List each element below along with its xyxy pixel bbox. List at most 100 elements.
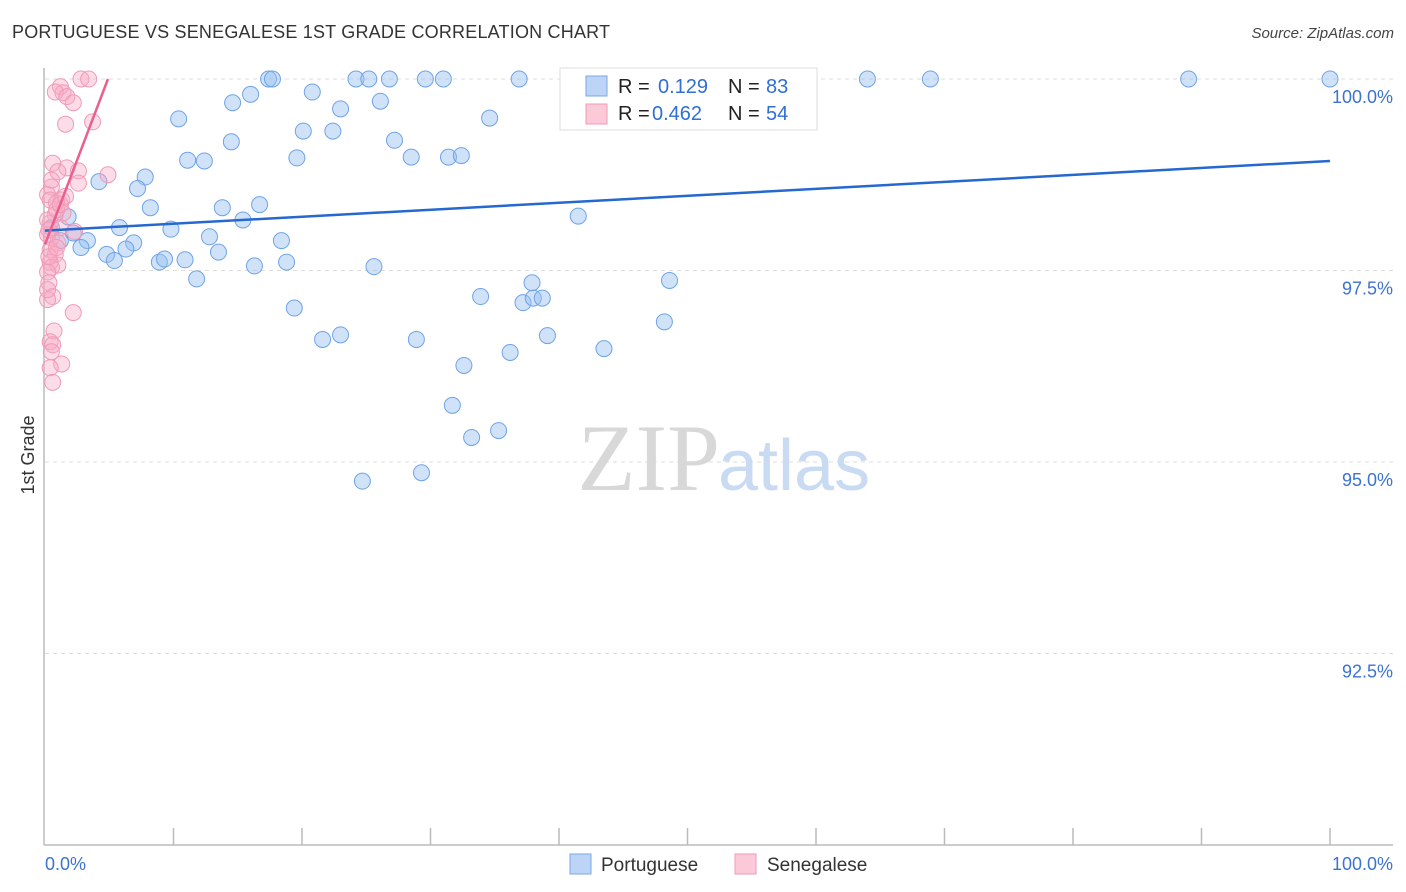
y-tick-label: 97.5% (1342, 279, 1393, 299)
portuguese-point (78, 232, 96, 250)
portuguese-point (524, 289, 542, 307)
portuguese-point (347, 70, 365, 88)
legend-n-label: N = (728, 76, 760, 98)
senegalese-point (45, 322, 63, 340)
legend-n-senegalese: 54 (766, 103, 788, 125)
senegalese-point (69, 174, 87, 192)
portuguese-point (117, 240, 135, 258)
portuguese-point (324, 122, 342, 140)
portuguese-point (303, 83, 321, 101)
y-axis-label: 1st Grade (18, 415, 38, 494)
legend-n-portuguese: 83 (766, 76, 788, 98)
bottom-legend: Portuguese Senegalese (569, 853, 867, 876)
portuguese-point (538, 327, 556, 345)
portuguese-point (434, 70, 452, 88)
legend-r-portuguese: 0.129 (658, 76, 708, 98)
portuguese-point (141, 199, 159, 217)
portuguese-point (353, 472, 371, 490)
portuguese-point (380, 70, 398, 88)
portuguese-point (472, 288, 490, 306)
senegalese-point (42, 178, 60, 196)
portuguese-point (481, 109, 499, 127)
portuguese-point (260, 70, 278, 88)
points-layer (39, 70, 1339, 490)
portuguese-point (365, 258, 383, 276)
portuguese-point (176, 251, 194, 269)
portuguese-point (533, 289, 551, 307)
portuguese-point (213, 199, 231, 217)
portuguese-point (1180, 70, 1198, 88)
senegalese-point (42, 343, 60, 361)
portuguese-point (569, 207, 587, 225)
trendlines (43, 78, 1331, 245)
legend-r-label: R = (618, 76, 650, 98)
bottom-legend-swatch-senegalese (734, 853, 757, 875)
senegalese-point (58, 88, 76, 106)
watermark-zip: ZIP (578, 405, 721, 511)
legend-r-senegalese: 0.462 (652, 103, 702, 125)
senegalese-point (44, 288, 62, 306)
portuguese-point (1321, 70, 1339, 88)
portuguese-point (523, 274, 541, 292)
portuguese-point (858, 70, 876, 88)
legend-swatch-senegalese (585, 103, 608, 125)
portuguese-point (195, 152, 213, 170)
portuguese-point (655, 313, 673, 331)
portuguese-point (150, 253, 168, 271)
senegalese-point (49, 163, 67, 181)
senegalese-point (40, 274, 58, 292)
portuguese-point (510, 70, 528, 88)
portuguese-point (371, 92, 389, 110)
portuguese-point (407, 330, 425, 348)
portuguese-point (90, 173, 108, 191)
portuguese-point (251, 196, 269, 214)
x-ticks (172, 828, 1331, 845)
portuguese-point (360, 70, 378, 88)
senegalese-point (64, 94, 82, 112)
portuguese-point (443, 396, 461, 414)
y-tick-label: 100.0% (1332, 87, 1393, 107)
portuguese-point (288, 149, 306, 167)
senegalese-point (99, 166, 117, 184)
legend-box: R = 0.129 N = 83 R = 0.462 N = 54 (559, 67, 818, 131)
portuguese-point (501, 343, 519, 361)
senegalese-point (44, 373, 62, 391)
senegalese-point (57, 115, 75, 133)
portuguese-point (272, 232, 290, 250)
y-tick-label: 92.5% (1342, 662, 1393, 682)
y-tick-labels: 100.0% 97.5% 95.0% 92.5% (1332, 87, 1393, 682)
senegalese-point (39, 291, 57, 309)
portuguese-point (455, 356, 473, 374)
portuguese-point (332, 326, 350, 344)
portuguese-trendline (44, 159, 1331, 232)
portuguese-point (314, 330, 332, 348)
source-label: Source: ZipAtlas.com (1251, 25, 1394, 42)
portuguese-point (209, 243, 227, 261)
senegalese-point (80, 70, 98, 88)
senegalese-point (48, 239, 66, 257)
portuguese-point (222, 133, 240, 151)
portuguese-point (263, 70, 281, 88)
senegalese-point (44, 336, 62, 354)
portuguese-point (595, 340, 613, 358)
portuguese-point (245, 257, 263, 275)
portuguese-point (402, 148, 420, 166)
bottom-legend-swatch-portuguese (569, 853, 592, 875)
x-tick-label-max: 100.0% (1332, 854, 1393, 874)
legend-swatch-portuguese (585, 75, 608, 97)
senegalese-point (66, 222, 84, 240)
senegalese-point (64, 304, 82, 322)
x-tick-label-min: 0.0% (45, 854, 86, 874)
gridlines (45, 78, 1393, 654)
portuguese-point (332, 100, 350, 118)
portuguese-point (416, 70, 434, 88)
portuguese-point (129, 180, 147, 198)
legend-n-label: N = (728, 103, 760, 125)
chart-title: PORTUGUESE VS SENEGALESE 1ST GRADE CORRE… (12, 22, 611, 42)
legend-r-label: R = (618, 103, 650, 125)
bottom-legend-senegalese: Senegalese (767, 855, 867, 876)
watermark-atlas: atlas (718, 426, 870, 506)
portuguese-point (200, 228, 218, 246)
portuguese-point (242, 85, 260, 103)
